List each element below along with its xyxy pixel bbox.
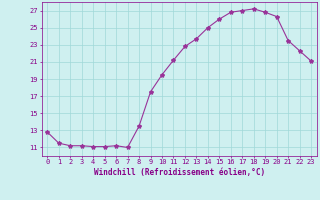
X-axis label: Windchill (Refroidissement éolien,°C): Windchill (Refroidissement éolien,°C) [94, 168, 265, 177]
